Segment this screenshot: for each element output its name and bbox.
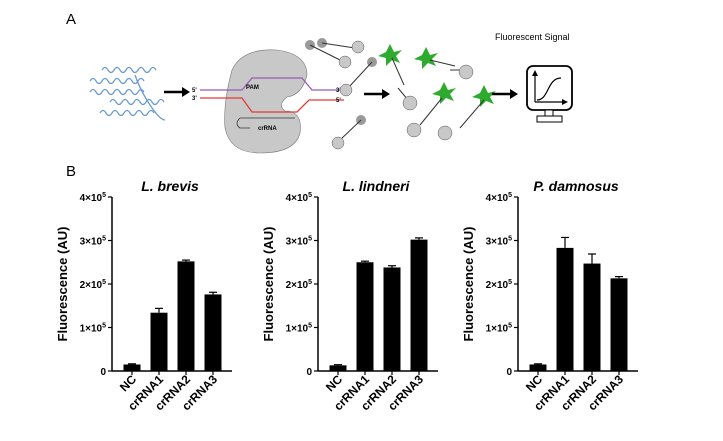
bar-crRNA3: [410, 239, 428, 371]
chart-title: L. lindneri: [343, 178, 411, 194]
y-axis-label: Fluorescence (AU): [461, 227, 476, 342]
bar-crRNA2: [583, 263, 601, 371]
fluorescent-signal-label: Fluorescent Signal: [495, 32, 570, 42]
bar-crRNA2: [383, 267, 401, 371]
arrow-icon: [492, 89, 518, 99]
y-tick-label: 1×105: [80, 323, 107, 335]
y-tick-label: 2×105: [80, 279, 107, 291]
x-tick-label: NC: [117, 372, 139, 394]
pam-label: PAM: [246, 85, 259, 91]
three-prime-label: 3': [192, 96, 197, 102]
bar-crRNA3: [610, 278, 628, 371]
y-tick-label: 0: [306, 367, 312, 378]
y-tick-label: 3×105: [80, 236, 107, 248]
bar-chart-2: P. damnosus Fluorescence (AU) 0 1×105 2×105 3…: [461, 178, 638, 413]
y-tick-label: 4×105: [80, 192, 107, 204]
y-tick-label: 4×105: [286, 192, 313, 204]
y-tick-label: 3×105: [286, 236, 313, 248]
bar-chart-0: L. brevis Fluorescence (AU) 0 1×105 2×105 3×1…: [55, 178, 232, 413]
y-tick-label: 0: [506, 367, 512, 378]
arrow-icon: [164, 87, 190, 97]
quenched-reporters: [305, 38, 377, 150]
sample-dna-icon: [89, 66, 166, 121]
x-tick-label: NC: [523, 372, 545, 394]
monitor-icon: [526, 65, 573, 123]
bar-crRNA1: [150, 312, 168, 371]
panel-label-a: A: [66, 11, 76, 28]
y-tick-label: 1×105: [286, 323, 313, 335]
bar-chart-1: L. lindneri Fluorescence (AU) 0 1×105 2×105 3…: [261, 178, 438, 413]
cleaved-reporters: [378, 44, 496, 141]
bar-NC: [329, 365, 347, 371]
chart-title: L. brevis: [141, 178, 199, 194]
y-tick-label: 1×105: [486, 323, 513, 335]
y-axis-label: Fluorescence (AU): [55, 227, 70, 342]
y-tick-label: 4×105: [486, 192, 513, 204]
bar-crRNA2: [177, 261, 195, 371]
panel-label-b: B: [66, 163, 76, 180]
y-tick-label: 2×105: [286, 279, 313, 291]
crrna-label: crRNA: [258, 126, 277, 132]
bar-NC: [123, 364, 141, 371]
bar-crRNA1: [356, 262, 374, 371]
bar-crRNA1: [556, 247, 574, 371]
y-tick-label: 2×105: [486, 279, 513, 291]
y-tick-label: 3×105: [486, 236, 513, 248]
chart-title: P. damnosus: [533, 178, 619, 194]
five-prime-label: 5': [192, 88, 197, 94]
y-axis-label: Fluorescence (AU): [261, 227, 276, 342]
cas12-complex: 5' 3' PAM crRNA 3' 5': [192, 49, 344, 154]
bar-NC: [529, 364, 547, 371]
bar-crRNA3: [204, 294, 222, 371]
three-prime-label-right: 3': [336, 88, 341, 94]
arrow-icon: [364, 89, 390, 99]
x-tick-label: NC: [323, 372, 345, 394]
five-prime-label-right: 5': [336, 98, 341, 104]
y-tick-label: 0: [100, 367, 106, 378]
